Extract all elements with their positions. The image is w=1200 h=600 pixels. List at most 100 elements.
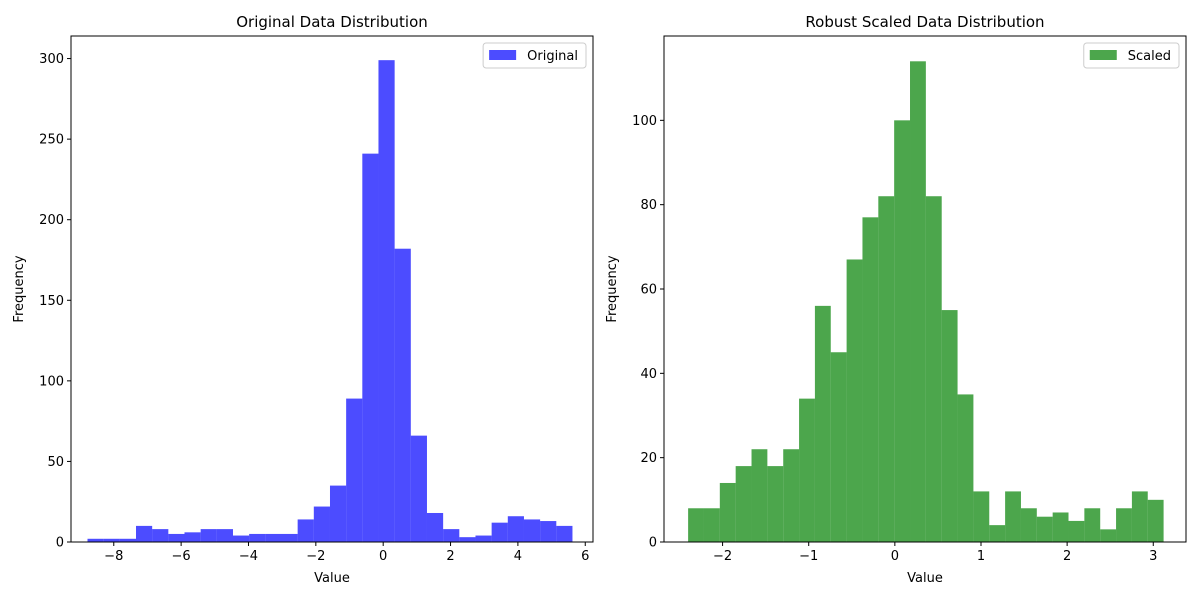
y-tick-label-original: 50 <box>47 455 64 470</box>
bar-scaled <box>989 525 1006 542</box>
bar-scaled <box>719 482 736 542</box>
x-tick-label-scaled: −1 <box>799 549 818 564</box>
chart-title-scaled: Robust Scaled Data Distribution <box>805 13 1044 31</box>
bar-scaled <box>814 305 831 542</box>
x-tick-label-original: 4 <box>514 549 522 564</box>
bar-scaled <box>1147 499 1164 542</box>
bar-original <box>200 529 217 542</box>
bar-original <box>475 535 492 542</box>
bar-original <box>119 538 136 542</box>
bar-scaled <box>1068 520 1085 542</box>
bar-original <box>346 398 363 542</box>
histogram-scaled: −2 −1 0 1 2 3 0 20 40 60 80 100 Robust Scaled Data… <box>605 13 1187 586</box>
bar-scaled <box>1052 512 1069 542</box>
bar-original <box>87 538 104 542</box>
bar-scaled <box>735 466 752 542</box>
bar-original <box>491 522 508 542</box>
legend-original: Original <box>482 42 587 69</box>
bar-original <box>426 512 444 542</box>
legend-box-original <box>482 42 587 69</box>
legend-swatch-original <box>489 50 517 60</box>
bar-scaled <box>751 449 768 542</box>
bar-scaled <box>910 61 926 543</box>
y-tick-label-scaled: 80 <box>640 198 657 213</box>
y-tick-label-original: 250 <box>39 133 64 148</box>
x-tick-label-original: −8 <box>104 549 123 564</box>
bar-scaled <box>1084 508 1101 542</box>
bar-scaled <box>830 352 847 542</box>
bars-original <box>87 60 573 543</box>
bar-original <box>136 525 153 542</box>
bar-scaled <box>894 120 911 542</box>
bar-scaled <box>846 259 863 542</box>
x-axis-label-original: Value <box>314 571 350 586</box>
bar-original <box>443 529 460 542</box>
bar-scaled <box>957 394 974 542</box>
bar-original <box>297 519 314 542</box>
y-axis-label-scaled: Frequency <box>605 255 620 322</box>
bar-scaled <box>799 398 815 542</box>
x-tick-label-original: −2 <box>306 549 325 564</box>
bar-original <box>249 533 266 542</box>
bar-original <box>232 535 250 542</box>
bar-scaled <box>1005 491 1021 542</box>
x-tick-label-scaled: −2 <box>713 549 732 564</box>
bar-scaled <box>862 217 879 542</box>
x-ticks-scaled: −2 −1 0 1 2 3 <box>713 542 1157 564</box>
bar-original <box>523 519 541 542</box>
x-tick-label-original: 6 <box>581 549 589 564</box>
x-tick-label-original: 0 <box>379 549 387 564</box>
bar-scaled <box>941 310 958 542</box>
x-tick-label-scaled: 2 <box>1063 549 1071 564</box>
bar-original <box>216 529 233 542</box>
bar-scaled <box>703 508 720 542</box>
y-tick-label-original: 200 <box>39 213 64 228</box>
bar-scaled <box>973 491 990 542</box>
y-tick-label-scaled: 60 <box>640 283 657 298</box>
x-tick-label-scaled: 1 <box>977 549 985 564</box>
bar-scaled <box>1116 508 1132 542</box>
y-axis-label-original: Frequency <box>12 255 27 322</box>
bar-original <box>281 533 298 542</box>
bar-scaled <box>1100 529 1117 542</box>
y-tick-label-scaled: 20 <box>640 451 657 466</box>
x-tick-label-original: 2 <box>446 549 454 564</box>
bar-scaled <box>783 449 800 542</box>
y-tick-label-original: 100 <box>39 374 64 389</box>
y-tick-label-original: 0 <box>56 536 64 551</box>
x-tick-label-scaled: 3 <box>1149 549 1157 564</box>
bar-scaled <box>1020 508 1037 542</box>
bar-original <box>362 153 379 542</box>
bar-original <box>313 506 330 542</box>
y-tick-label-scaled: 40 <box>640 367 657 382</box>
bar-original <box>459 537 476 542</box>
x-tick-label-original: −4 <box>239 549 258 564</box>
y-ticks-original: 0 50 100 150 200 250 300 <box>39 52 71 551</box>
bar-scaled <box>1036 516 1053 542</box>
bar-original <box>378 60 395 543</box>
bar-original <box>540 521 557 542</box>
y-tick-label-original: 150 <box>39 294 64 309</box>
bar-original <box>394 248 411 542</box>
x-tick-label-scaled: 0 <box>891 549 899 564</box>
bar-original <box>168 533 185 542</box>
x-tick-label-original: −6 <box>172 549 191 564</box>
legend-label-scaled: Scaled <box>1128 49 1171 64</box>
legend-label-original: Original <box>527 49 578 64</box>
x-ticks-original: −8 −6 −4 −2 0 2 4 6 <box>104 542 589 564</box>
bar-original <box>329 485 347 542</box>
bar-original <box>556 525 573 542</box>
chart-title-original: Original Data Distribution <box>236 13 428 31</box>
histogram-original: −8 −6 −4 −2 0 2 4 6 0 50 100 150 200 250 300 Original… <box>12 13 594 586</box>
y-ticks-scaled: 0 20 40 60 80 100 <box>632 114 664 551</box>
legend-scaled: Scaled <box>1083 42 1180 69</box>
y-tick-label-scaled: 100 <box>632 114 657 129</box>
bar-original <box>152 529 169 542</box>
bar-original <box>265 533 282 542</box>
bar-scaled <box>1131 491 1148 542</box>
legend-box-scaled <box>1083 42 1180 69</box>
bar-original <box>103 538 120 542</box>
x-axis-label-scaled: Value <box>907 571 943 586</box>
bars-scaled <box>688 61 1164 543</box>
